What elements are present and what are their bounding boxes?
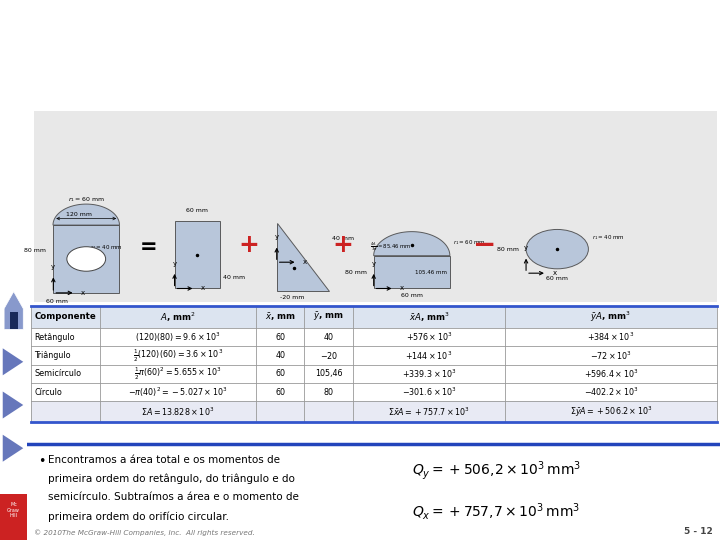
Polygon shape [374,232,450,255]
Text: 40 mm: 40 mm [223,275,245,280]
Text: x: x [303,259,307,265]
Text: $Q_x = +757{,}7 \times 10^3\,\mathrm{mm}^3$: $Q_x = +757{,}7 \times 10^3\,\mathrm{mm}… [412,501,580,522]
Text: 40 mm: 40 mm [332,236,354,241]
Text: x: x [400,286,404,292]
Polygon shape [3,435,23,462]
Polygon shape [4,292,23,329]
Text: $Q_y = +506{,}2 \times 10^3\,\mathrm{mm}^3$: $Q_y = +506{,}2 \times 10^3\,\mathrm{mm}… [412,459,581,482]
Text: $-\pi(40)^2 = -5.027 \times 10^3$: $-\pi(40)^2 = -5.027 \times 10^3$ [128,386,228,399]
Text: $+576 \times 10^3$: $+576 \times 10^3$ [406,331,452,343]
Text: $\bar{y}$, mm: $\bar{y}$, mm [313,310,344,323]
Text: +: + [238,233,259,256]
Text: 40: 40 [324,333,333,341]
Bar [174,221,220,288]
Text: x: x [81,290,85,296]
Text: $r_2=40$ mm: $r_2=40$ mm [90,243,122,252]
Bar [31,306,716,328]
Text: Círculo: Círculo [35,388,62,397]
Text: $\frac{1}{2}\pi(60)^2 = 5.655 \times 10^3$: $\frac{1}{2}\pi(60)^2 = 5.655 \times 10^… [134,366,222,382]
Text: $r_1 = 60$ mm: $r_1 = 60$ mm [68,195,104,204]
Text: y: y [372,261,376,267]
Text: 60 mm: 60 mm [546,276,568,281]
Text: $-402.2 \times 10^3$: $-402.2 \times 10^3$ [584,386,638,399]
Text: $+339.3 \times 10^3$: $+339.3 \times 10^3$ [402,368,456,380]
Text: 60: 60 [275,333,285,341]
Text: •: • [37,455,45,468]
Text: 40: 40 [275,351,285,360]
Text: $\Sigma\bar{y}A = +506.2 \times 10^3$: $\Sigma\bar{y}A = +506.2 \times 10^3$ [570,404,652,419]
Text: y: y [173,261,176,267]
Text: $+596.4 \times 10^3$: $+596.4 \times 10^3$ [584,368,638,380]
Text: x: x [201,286,205,292]
Text: 60: 60 [275,369,285,379]
Text: +: + [332,233,353,256]
Text: $-72 \times 10^3$: $-72 \times 10^3$ [590,349,632,362]
Text: 80: 80 [324,388,333,397]
Text: =: = [140,237,158,257]
Text: Componente: Componente [35,313,96,321]
Text: −: − [473,231,496,259]
Text: -20 mm: -20 mm [280,295,305,300]
Text: $\bar{y}A$, mm$^3$: $\bar{y}A$, mm$^3$ [590,310,631,324]
Text: 60 mm: 60 mm [46,299,68,305]
Text: $\Sigma\bar{x}A = +757.7 \times 10^3$: $\Sigma\bar{x}A = +757.7 \times 10^3$ [388,406,470,418]
Text: primeira ordem do retângulo, do triângulo e do: primeira ordem do retângulo, do triângul… [48,474,295,484]
Text: Encontramos a área total e os momentos de: Encontramos a área total e os momentos d… [48,455,280,465]
Bar [31,364,716,383]
Polygon shape [3,392,23,418]
Text: $(120)(80) = 9.6 \times 10^3$: $(120)(80) = 9.6 \times 10^3$ [135,330,221,344]
Text: $\frac{4r_1}{3\pi}=85.46$ mm: $\frac{4r_1}{3\pi}=85.46$ mm [370,241,411,253]
Text: 105,46: 105,46 [315,369,343,379]
Text: $r_1 = 40$ mm: $r_1 = 40$ mm [592,233,624,242]
Text: $+144 \times 10^3$: $+144 \times 10^3$ [405,349,453,362]
Text: © 2010The McGraw-Hill Companies, Inc.  All rights reserved.: © 2010The McGraw-Hill Companies, Inc. Al… [35,529,255,536]
Text: 80 mm: 80 mm [497,247,519,252]
Text: Nona
edição: Nona edição [4,32,23,44]
Text: 60: 60 [275,388,285,397]
Text: 60 mm: 60 mm [401,293,423,298]
Text: x: x [552,270,557,276]
Polygon shape [3,348,23,375]
Circle shape [67,247,106,271]
Bar [0,494,27,540]
Bar [35,111,716,302]
Text: $\frac{1}{2}(120)(60) = 3.6 \times 10^3$: $\frac{1}{2}(120)(60) = 3.6 \times 10^3$ [133,347,223,363]
Text: 80 mm: 80 mm [24,248,46,253]
Text: Mc
Graw
Hill: Mc Graw Hill [7,502,20,518]
Text: $-301.6 \times 10^3$: $-301.6 \times 10^3$ [402,386,456,399]
Bar [374,255,450,288]
Text: semicírculo. Subtraímos a área e o momento de: semicírculo. Subtraímos a área e o momen… [48,492,299,502]
Text: $\bar{x}A$, mm$^3$: $\bar{x}A$, mm$^3$ [409,310,449,323]
Circle shape [526,230,588,269]
Text: y: y [274,234,279,240]
Text: $r_1 = 60$ mm: $r_1 = 60$ mm [454,238,486,247]
Text: 60 mm: 60 mm [186,208,208,213]
Bar [31,401,716,422]
Text: 80 mm: 80 mm [345,269,366,275]
Text: $+384 \times 10^3$: $+384 \times 10^3$ [588,331,634,343]
Polygon shape [53,204,120,225]
Text: 5 - 12: 5 - 12 [684,526,713,536]
Bar [53,225,119,293]
Text: y: y [524,246,528,252]
Text: $A$, mm$^2$: $A$, mm$^2$ [160,310,196,323]
Bar [31,328,716,346]
Text: Problema Resolvido 5.1: Problema Resolvido 5.1 [40,74,279,92]
Text: 120 mm: 120 mm [66,212,92,217]
Bar [31,346,716,364]
Bar [9,312,18,329]
Text: Semicírculo: Semicírculo [35,369,81,379]
Text: $-20$: $-20$ [320,350,338,361]
Text: primeira ordem do orifício circular.: primeira ordem do orifício circular. [48,511,229,522]
Text: $\bar{x}$, mm: $\bar{x}$, mm [265,311,296,323]
Bar [31,383,716,401]
Text: 105.46 mm: 105.46 mm [415,270,447,275]
Polygon shape [276,223,328,291]
Text: $\Sigma A = 13.828 \times 10^3$: $\Sigma A = 13.828 \times 10^3$ [141,406,215,418]
Text: Mecânica Vetorial para Engenheiros: Estática: Mecânica Vetorial para Engenheiros: Está… [40,21,609,42]
Text: Triângulo: Triângulo [35,351,71,360]
Text: y: y [51,264,55,270]
Text: Retângulo: Retângulo [35,333,75,341]
